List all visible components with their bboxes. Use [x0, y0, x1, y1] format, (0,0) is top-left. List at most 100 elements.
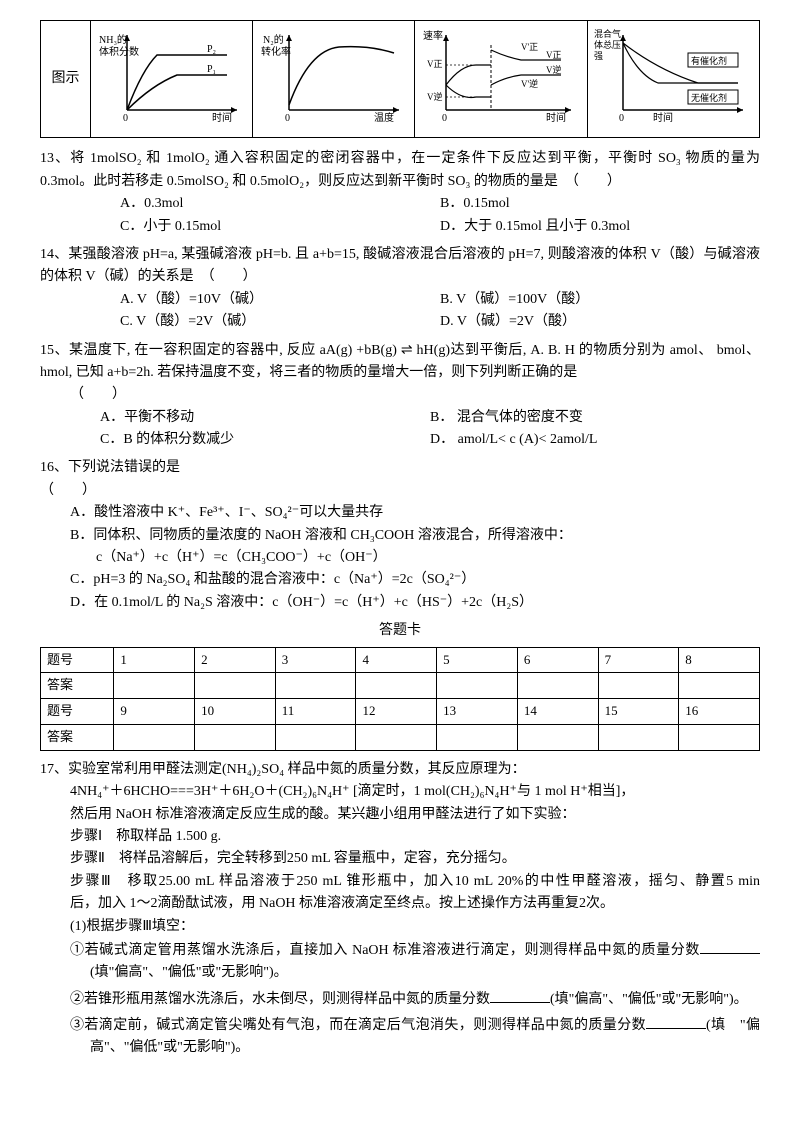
- ans-9[interactable]: [114, 724, 195, 750]
- ans-15[interactable]: [598, 724, 679, 750]
- q16-opt-d: D．在 0.1mol/L 的 Na₂S 溶液中：c（OH⁻）=c（H⁺）+c（H…: [40, 592, 760, 614]
- ans-6[interactable]: [517, 673, 598, 699]
- svg-text:0: 0: [619, 113, 624, 124]
- ans-16[interactable]: [679, 724, 760, 750]
- cell-n4: 4: [356, 647, 437, 673]
- q16-opt-c: C．pH=3 的 Na₂SO₄ 和盐酸的混合溶液中：c（Na⁺）=2c（SO₄²…: [40, 569, 760, 591]
- q17-eq: 4NH₄⁺＋6HCHO===3H⁺＋6H₂O＋(CH₂)₆N₄H⁺ [滴定时，1…: [40, 781, 760, 803]
- q17-p1-header: (1)根据步骤Ⅲ填空：: [40, 916, 760, 938]
- svg-text:温度: 温度: [374, 111, 394, 124]
- svg-text:V正: V正: [546, 50, 562, 60]
- cell-n11: 11: [275, 699, 356, 725]
- cell-n6: 6: [517, 647, 598, 673]
- svg-text:V逆: V逆: [427, 91, 443, 102]
- question-14: 14、某强酸溶液 pH=a, 某强碱溶液 pH=b. 且 a+b=15, 酸碱溶…: [40, 244, 760, 334]
- q13-text: 将 1molSO₂ 和 1molO₂ 通入容积固定的密闭容器中，在一定条件下反应…: [40, 151, 760, 188]
- q17-sub1-text: ①若碱式滴定管用蒸馏水洗涤后，直接加入 NaOH 标准溶液进行滴定，则测得样品中…: [70, 943, 700, 958]
- svg-text:P₁: P₁: [207, 64, 216, 75]
- row-label-3: 题号: [41, 699, 114, 725]
- cell-n13: 13: [437, 699, 518, 725]
- q17-sub2-text: ②若锥形瓶用蒸馏水洗涤后，水未倒尽，则测得样品中氮的质量分数: [70, 992, 490, 1007]
- step2-label: 步骤Ⅱ: [70, 851, 105, 866]
- answer-card-title: 答题卡: [40, 620, 760, 642]
- question-13: 13、将 1molSO₂ 和 1molO₂ 通入容积固定的密闭容器中，在一定条件…: [40, 148, 760, 238]
- q15-num: 15、: [40, 343, 69, 358]
- q17-sub3-text: ③若滴定前，碱式滴定管尖嘴处有气泡，而在滴定后气泡消失，则测得样品中氮的质量分数: [70, 1018, 646, 1033]
- blank-1[interactable]: [700, 938, 760, 954]
- ans-1[interactable]: [114, 673, 195, 699]
- q17-sub1-tail: (填"偏高"、"偏低"或"无影响")。: [90, 965, 288, 980]
- step1-text: 称取样品 1.500 g.: [116, 829, 221, 844]
- svg-text:速率: 速率: [423, 29, 443, 42]
- svg-text:V逆: V逆: [546, 64, 562, 75]
- ans-2[interactable]: [195, 673, 276, 699]
- answer-table: 题号 1 2 3 4 5 6 7 8 答案 题号 9 10 11 12 13 1…: [40, 647, 760, 751]
- svg-text:V'逆: V'逆: [521, 78, 538, 89]
- q17-num: 17、: [40, 762, 68, 777]
- row-label: 图示: [41, 21, 91, 138]
- q15-paren: （ ）: [40, 384, 760, 406]
- q14-text: 某强酸溶液 pH=a, 某强碱溶液 pH=b. 且 a+b=15, 酸碱溶液混合…: [40, 247, 760, 284]
- blank-2[interactable]: [490, 987, 550, 1003]
- svg-text:NH₃的: NH₃的: [99, 33, 127, 46]
- svg-text:时间: 时间: [653, 111, 673, 124]
- cell-n1: 1: [114, 647, 195, 673]
- ans-10[interactable]: [195, 724, 276, 750]
- svg-text:V'正: V'正: [521, 42, 538, 52]
- step3-label: 步骤Ⅲ: [70, 874, 112, 889]
- question-15: 15、某温度下, 在一容积固定的容器中, 反应 aA(g) +bB(g) ⇌ h…: [40, 340, 760, 452]
- step1-label: 步骤Ⅰ: [70, 829, 102, 844]
- q17-text: 实验室常利用甲醛法测定(NH₄)₂SO₄ 样品中氮的质量分数，其反应原理为：: [68, 762, 526, 777]
- q16-text: 下列说法错误的是: [68, 460, 180, 475]
- svg-text:V正: V正: [427, 59, 443, 69]
- q16-opt-b: B．同体积、同物质的量浓度的 NaOH 溶液和 CH₃COOH 溶液混合，所得溶…: [40, 525, 760, 547]
- cell-n10: 10: [195, 699, 276, 725]
- q14-opt-d: D. V（碱）=2V（酸）: [440, 311, 760, 333]
- q17-sub2-tail: (填"偏高"、"偏低"或"无影响")。: [550, 992, 748, 1007]
- svg-text:0: 0: [285, 113, 290, 124]
- q13-num: 13、: [40, 151, 70, 166]
- q16-paren: （ ）: [40, 480, 760, 502]
- q17-sub2: ②若锥形瓶用蒸馏水洗涤后，水未倒尽，则测得样品中氮的质量分数 (填"偏高"、"偏低…: [40, 987, 760, 1011]
- figure-4: 混合气 体总压 强 有催化剂 无催化剂 0 时间: [587, 21, 759, 138]
- svg-text:体总压: 体总压: [594, 39, 621, 50]
- q14-opt-b: B. V（碱）=100V（酸）: [440, 289, 760, 311]
- q15-opt-d: D． amol/L< c (A)< 2amol/L: [430, 429, 760, 451]
- svg-text:转化率: 转化率: [261, 45, 291, 58]
- figure-row: 图示 NH₃的 体积分数 P₂ P₁ 0 时间 N₂的 转化率 0 温度: [40, 20, 760, 138]
- ans-3[interactable]: [275, 673, 356, 699]
- cell-n16: 16: [679, 699, 760, 725]
- question-17: 17、实验室常利用甲醛法测定(NH₄)₂SO₄ 样品中氮的质量分数，其反应原理为…: [40, 759, 760, 1060]
- svg-text:有催化剂: 有催化剂: [691, 55, 727, 66]
- q13-opt-c: C．小于 0.15mol: [120, 216, 440, 238]
- svg-text:0: 0: [442, 113, 447, 124]
- q15-opt-b: B． 混合气体的密度不变: [430, 407, 760, 429]
- svg-text:0: 0: [123, 113, 128, 124]
- svg-text:时间: 时间: [546, 111, 566, 124]
- ans-5[interactable]: [437, 673, 518, 699]
- row-label-2: 答案: [41, 673, 114, 699]
- q17-step1: 步骤Ⅰ 称取样品 1.500 g.: [40, 826, 760, 848]
- cell-n5: 5: [437, 647, 518, 673]
- row-label-1: 题号: [41, 647, 114, 673]
- svg-text:N₂的: N₂的: [263, 33, 284, 46]
- q17-step2: 步骤Ⅱ 将样品溶解后，完全转移到250 mL 容量瓶中，定容，充分摇匀。: [40, 848, 760, 870]
- row-label-4: 答案: [41, 724, 114, 750]
- ans-7[interactable]: [598, 673, 679, 699]
- ans-12[interactable]: [356, 724, 437, 750]
- svg-text:P₂: P₂: [207, 44, 216, 55]
- ans-8[interactable]: [679, 673, 760, 699]
- cell-n15: 15: [598, 699, 679, 725]
- q17-sub3: ③若滴定前，碱式滴定管尖嘴处有气泡，而在滴定后气泡消失，则测得样品中氮的质量分数…: [40, 1013, 760, 1060]
- q16-opt-b2: c（Na⁺）+c（H⁺）=c（CH₃COO⁻）+c（OH⁻）: [40, 547, 760, 569]
- q15-text: 某温度下, 在一容积固定的容器中, 反应 aA(g) +bB(g) ⇌ hH(g…: [40, 343, 760, 380]
- q16-opt-a: A．酸性溶液中 K⁺、Fe³⁺、I⁻、SO₄²⁻可以大量共存: [40, 502, 760, 524]
- figure-1: NH₃的 体积分数 P₂ P₁ 0 时间: [91, 21, 253, 138]
- cell-n3: 3: [275, 647, 356, 673]
- blank-3[interactable]: [646, 1013, 706, 1029]
- ans-11[interactable]: [275, 724, 356, 750]
- ans-14[interactable]: [517, 724, 598, 750]
- figure-3: 速率 V正 V逆 V'正 V'逆 V正 V逆 0 时间: [415, 21, 587, 138]
- ans-4[interactable]: [356, 673, 437, 699]
- ans-13[interactable]: [437, 724, 518, 750]
